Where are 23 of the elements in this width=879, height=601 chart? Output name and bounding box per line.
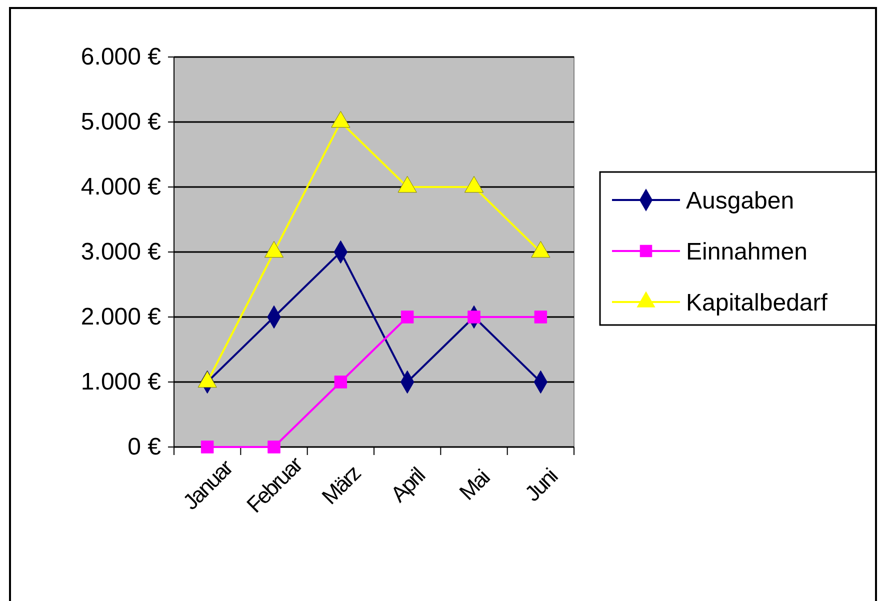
x-tick-label: Juni: [520, 464, 562, 506]
point: [334, 376, 348, 388]
point: [268, 440, 280, 454]
point: [200, 440, 214, 454]
point: [264, 241, 284, 258]
y-tick-label: 4.000 €: [80, 174, 162, 201]
y-tick-label: 0 €: [128, 434, 162, 461]
point: [468, 310, 480, 324]
point: [464, 176, 484, 193]
point: [398, 176, 417, 193]
point: [331, 111, 350, 128]
point: [534, 310, 548, 324]
y-tick-label: 6.000 €: [80, 44, 162, 71]
y-tick-label: 1.000 €: [80, 368, 162, 396]
y-tick-label: 5.000 €: [80, 108, 162, 136]
legend-label: Ausgaben: [686, 187, 794, 214]
point: [531, 241, 550, 258]
y-tick-label: 2.000 €: [80, 304, 162, 331]
x-tick-label: Mai: [454, 464, 494, 505]
legend-label: Kapitalbedarf: [686, 289, 828, 316]
legend-label: Einnahmen: [686, 238, 808, 266]
y-tick-label: 3.000 €: [80, 238, 162, 266]
point: [400, 310, 414, 324]
